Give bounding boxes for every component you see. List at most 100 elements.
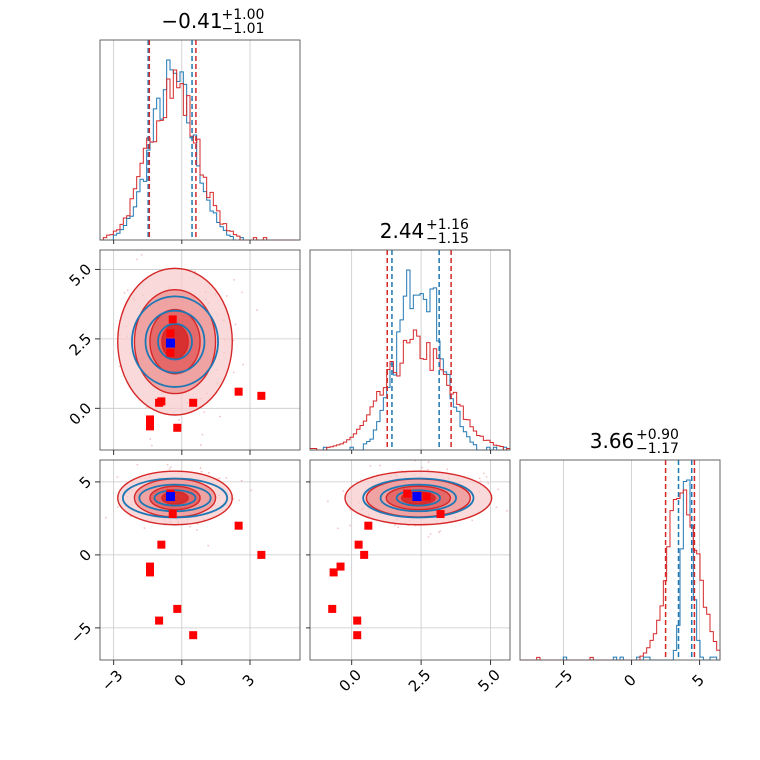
sample-point xyxy=(149,438,152,441)
panel-title-0: −0.41 xyxy=(161,9,222,33)
red-point xyxy=(146,415,154,424)
panel-frame xyxy=(99,459,301,661)
histogram-red xyxy=(100,69,300,241)
sample-point xyxy=(233,278,235,281)
contour-red xyxy=(161,324,189,360)
truth-point xyxy=(165,491,175,501)
sample-point xyxy=(379,464,381,467)
panel-frame xyxy=(519,459,721,661)
panel-frame xyxy=(99,39,301,241)
red-point xyxy=(353,631,362,640)
scatter-panel-2-0: −5 0 5 −3 0 3 xyxy=(67,459,301,695)
sample-point xyxy=(482,472,485,475)
panel-title-sub-1: −1.15 xyxy=(426,231,469,247)
sample-point xyxy=(196,529,198,531)
sample-point xyxy=(140,253,143,256)
panel-frame xyxy=(309,249,511,451)
red-point xyxy=(360,550,369,559)
red-point xyxy=(166,329,175,338)
red-point xyxy=(364,521,373,530)
contour-blue xyxy=(153,489,197,507)
sample-point xyxy=(189,525,192,528)
sample-point xyxy=(256,309,258,312)
red-point xyxy=(168,315,177,324)
sample-point xyxy=(397,526,399,529)
contour-red xyxy=(161,491,189,505)
contour-blue xyxy=(131,295,219,388)
sample-point xyxy=(342,490,345,492)
sample-point xyxy=(136,258,138,261)
sample-point xyxy=(218,477,221,480)
x-tick-label: 5.0 xyxy=(474,666,504,696)
sample-point xyxy=(326,500,329,503)
sample-point xyxy=(207,544,210,547)
histogram-blue xyxy=(310,269,510,451)
sample-point xyxy=(242,363,245,366)
panel-title-sup-0: +1.00 xyxy=(222,7,265,23)
red-point xyxy=(436,510,445,519)
sample-point xyxy=(116,476,119,478)
panels: −5 0 5 0.0 2.5 5.0 −5 0 5 −3 0 3 0.0 2.5 5.0 xyxy=(66,39,721,696)
histogram-blue xyxy=(520,479,720,661)
sample-point xyxy=(150,444,153,447)
red-point xyxy=(257,391,266,400)
sample-point xyxy=(143,527,146,529)
sample-point xyxy=(336,527,339,530)
sample-point xyxy=(240,479,243,482)
red-point xyxy=(173,423,182,432)
contour-blue xyxy=(157,322,193,361)
red-point xyxy=(146,568,154,577)
red-point xyxy=(234,521,243,530)
red-point xyxy=(422,492,431,501)
x-tick-label: 0 xyxy=(171,671,190,690)
red-point xyxy=(234,387,243,396)
scatter-panel-1-0: 0.0 2.5 5.0 xyxy=(66,249,301,455)
y-tick-label: 0 xyxy=(76,546,95,565)
red-point xyxy=(189,398,198,407)
truth-point xyxy=(412,491,422,501)
histogram-red xyxy=(520,489,721,661)
sample-point xyxy=(232,371,235,374)
y-tick-label: 0.0 xyxy=(66,399,96,429)
red-point xyxy=(189,631,198,640)
sample-point xyxy=(349,524,352,527)
sample-point xyxy=(241,291,243,294)
sample-point xyxy=(427,536,430,538)
panel-title-1: 2.44 xyxy=(380,219,425,243)
panel-frame xyxy=(99,249,301,451)
red-point xyxy=(157,540,166,549)
red-point xyxy=(328,604,337,613)
scatter-panel-2-1: 0.0 2.5 5.0 xyxy=(306,459,511,696)
panel-title-2: 3.66 xyxy=(590,429,635,453)
sample-point xyxy=(427,461,430,464)
sample-point xyxy=(178,418,180,421)
red-point xyxy=(155,616,164,625)
sample-point xyxy=(201,433,204,436)
y-tick-label: 5 xyxy=(76,473,95,492)
histogram-red xyxy=(309,329,511,451)
red-point xyxy=(146,562,154,571)
contour-blue xyxy=(362,477,475,519)
red-point xyxy=(403,489,412,498)
sample-point xyxy=(497,488,500,491)
truth-point xyxy=(165,338,175,348)
contour-blue xyxy=(395,489,442,507)
panel-titles: −0.41+1.00−1.01 2.44 +1.16−1.15 3.66 +0.90−1… xyxy=(161,7,679,457)
sample-point xyxy=(438,531,441,534)
red-point xyxy=(329,568,338,577)
sample-point xyxy=(225,477,228,479)
sample-point xyxy=(439,530,442,532)
sample-point xyxy=(136,463,139,466)
y-tick-label: 2.5 xyxy=(66,330,96,360)
red-point xyxy=(257,550,266,559)
sample-point xyxy=(429,533,432,535)
sample-point xyxy=(203,411,206,413)
sample-point xyxy=(200,470,203,473)
x-tick-label: 0 xyxy=(620,671,639,690)
sample-point xyxy=(126,289,129,292)
sample-point xyxy=(123,291,126,294)
x-tick-label: 2.5 xyxy=(405,666,435,696)
sample-point xyxy=(145,406,148,409)
panel-frame xyxy=(309,459,511,661)
